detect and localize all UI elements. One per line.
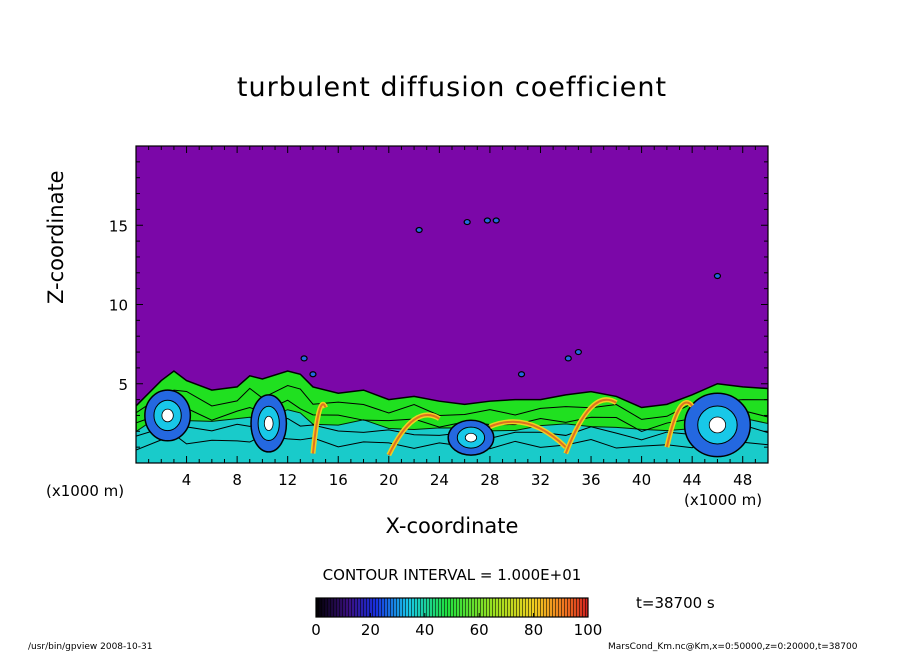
- x-tick-label: 36: [581, 471, 600, 489]
- time-label: t=38700 s: [636, 594, 715, 612]
- x-tick-label: 8: [232, 471, 242, 489]
- x-tick-label: 20: [379, 471, 398, 489]
- chart-title: turbulent diffusion coefficient: [236, 72, 668, 103]
- colorbar-tick-label: 60: [470, 621, 489, 639]
- colorbar-stripes: [316, 598, 588, 617]
- vortex-center: [161, 408, 174, 423]
- contour-line: [136, 416, 768, 441]
- vortex-center: [263, 415, 274, 431]
- colorbar-tick-label: 100: [574, 621, 603, 639]
- high-value-streak-core: [665, 401, 693, 448]
- plot-area: [136, 146, 768, 463]
- x-tick-label: 12: [278, 471, 297, 489]
- isolated-feature: [415, 226, 423, 234]
- high-value-streak-core: [311, 403, 327, 454]
- isolated-feature: [300, 355, 308, 362]
- high-value-streak-core: [387, 413, 440, 456]
- isolated-feature: [564, 355, 572, 362]
- colorbar-tick-label: 80: [524, 621, 543, 639]
- x-axis-label: X-coordinate: [385, 514, 519, 538]
- x-tick-label: 32: [531, 471, 550, 489]
- x-tick-label: 40: [632, 471, 651, 489]
- footer-left: /usr/bin/gpview 2008-10-31: [28, 642, 153, 652]
- isolated-feature: [517, 371, 526, 378]
- contour-interval-label: CONTOUR INTERVAL = 1.000E+01: [322, 566, 582, 584]
- y-tick-label: 15: [109, 217, 128, 235]
- x-tick-label: 44: [683, 471, 702, 489]
- contour-line: [136, 433, 768, 451]
- x-unit-label: (x1000 m): [684, 491, 763, 509]
- x-tick-label: 48: [733, 471, 752, 489]
- colorbar: 0 20 40 60 80 100: [311, 597, 603, 639]
- isolated-feature: [463, 218, 471, 226]
- vortex-center: [708, 416, 727, 434]
- colorbar-tick-label: 0: [311, 621, 321, 639]
- x-tick-label: 4: [182, 471, 192, 489]
- x-tick-label: 16: [329, 471, 348, 489]
- isolated-feature: [483, 217, 491, 224]
- high-value-streak-core: [489, 420, 567, 448]
- footer-right: MarsCond_Km.nc@Km,x=0:50000,z=0:20000,t=…: [608, 642, 858, 652]
- contour-line: [136, 385, 768, 420]
- y-tick-label: 10: [109, 297, 128, 315]
- colorbar-tick-label: 40: [415, 621, 434, 639]
- vortex-center: [464, 432, 478, 443]
- x-tick-label: 24: [430, 471, 449, 489]
- x-tick-label: 28: [480, 471, 499, 489]
- colorbar-tick-label: 20: [361, 621, 380, 639]
- isolated-feature: [574, 348, 583, 356]
- colorbar-frame: [315, 597, 589, 618]
- y-tick-label: 5: [118, 376, 128, 394]
- isolated-feature: [309, 371, 317, 378]
- z-unit-label: (x1000 m): [46, 482, 125, 500]
- high-value-streak-core: [564, 398, 617, 454]
- isolated-feature: [492, 217, 500, 224]
- isolated-feature: [713, 272, 722, 280]
